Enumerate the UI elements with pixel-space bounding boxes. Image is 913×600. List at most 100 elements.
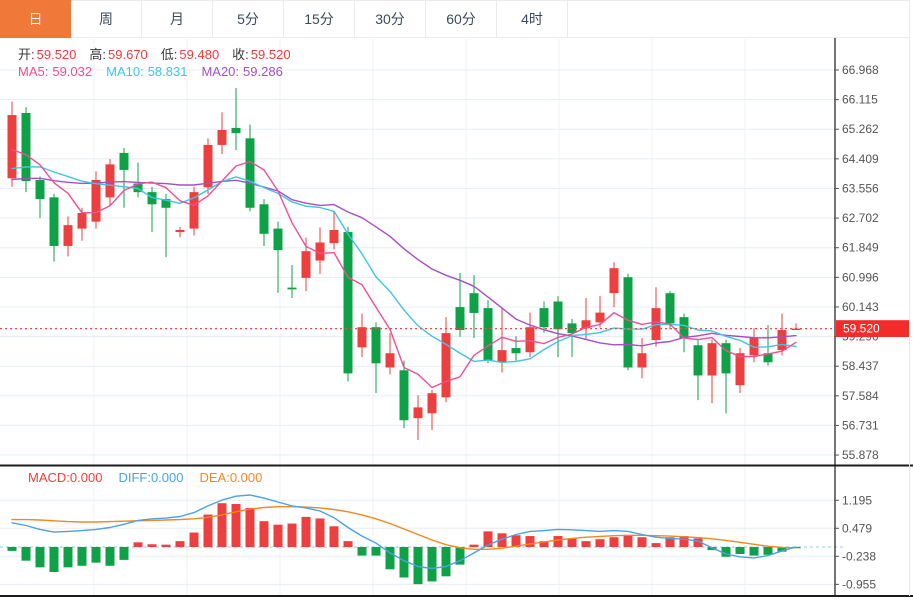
macd-bar-negative [735,547,745,555]
candle-body-up [105,164,115,198]
timeframe-tabbar: 日 周 月 5分 15分 30分 60分 4时 [0,0,913,38]
candle-body-down [231,127,241,134]
tab-15min[interactable]: 15分 [284,0,355,38]
macd-bar-positive [609,537,619,547]
candle-body-up [441,333,451,398]
candle-body-down [567,323,577,334]
candle-body-down [469,293,479,313]
candle-body-down [35,179,45,200]
macd-bar-positive [147,544,157,547]
macd-bar-positive [161,544,171,547]
price-axis-label: 57.584 [842,389,879,403]
dea-line [11,506,797,550]
macd-bar-positive [679,536,689,547]
macd-bar-positive [637,537,647,547]
ma10-line [11,166,797,364]
macd-bar-positive [511,535,521,547]
price-axis-label: 62.702 [842,211,879,225]
macd-bar-negative [413,547,423,585]
price-axis-label: 64.409 [842,152,879,166]
macd-bar-positive [231,503,241,547]
tab-30min[interactable]: 30分 [355,0,426,38]
candle-body-up [749,337,759,356]
candle-body-down [693,345,703,376]
candle-body-up [7,115,17,179]
macd-bar-positive [553,536,563,547]
candle-body-up [385,353,395,368]
candle-body-down [147,192,157,205]
tab-week[interactable]: 周 [71,0,142,38]
tab-month[interactable]: 月 [142,0,213,38]
candle-body-up [413,407,423,419]
candle-body-down [455,307,465,330]
tab-4hour[interactable]: 4时 [497,0,568,38]
macd-bar-negative [399,547,409,578]
macd-bar-positive [693,538,703,547]
macd-bar-negative [427,547,437,582]
macd-bar-negative [763,547,773,555]
tab-5min[interactable]: 5分 [213,0,284,38]
macd-axis-label: 0.479 [842,521,872,535]
candle-body-down [553,301,563,330]
candle-body-down [679,317,689,338]
macd-bar-negative [21,547,31,561]
candle-body-up [315,242,325,261]
candle-body-up [609,268,619,294]
candle-body-up [595,312,605,323]
candle-body-down [483,308,493,361]
macd-axis-label: -0.238 [842,549,876,563]
candle-body-up [497,350,507,363]
macd-bar-positive [203,514,213,547]
macd-bar-positive [497,533,507,547]
macd-bar-positive [301,516,311,547]
ma20-line [11,177,797,347]
macd-bar-positive [665,537,675,547]
candle-body-up [329,229,339,244]
macd-bar-negative [35,547,45,568]
candle-body-down [161,199,171,208]
macd-bar-positive [539,541,549,547]
candle-body-down [49,197,59,246]
tab-day[interactable]: 日 [0,0,71,38]
macd-bar-negative [777,547,787,552]
candle-body-up [301,251,311,278]
macd-bar-negative [749,547,759,556]
candle-body-up [581,320,591,329]
macd-bar-negative [119,547,129,560]
candle-body-down [371,327,381,364]
candle-body-up [63,225,73,246]
price-axis-label: 63.556 [842,181,879,195]
macd-bar-positive [175,541,185,547]
macd-bar-positive [567,538,577,547]
candle-body-down [245,138,255,208]
candle-body-down [511,348,521,354]
macd-bar-positive [483,531,493,547]
macd-bar-negative [721,547,731,557]
diff-line [11,494,797,570]
macd-bar-negative [371,547,381,556]
current-price-badge [836,320,909,337]
macd-bar-negative [49,547,59,573]
candle-body-up [791,328,801,330]
price-axis-label: 58.437 [842,359,879,373]
macd-bar-positive [329,526,339,547]
candle-body-down [763,353,773,363]
candle-body-down [273,228,283,251]
candle-body-up [217,129,227,145]
macd-bar-negative [91,547,101,563]
price-axis-label: 60.996 [842,270,879,284]
macd-axis-label: -0.955 [842,577,876,591]
price-axis-label: 56.731 [842,418,879,432]
tab-60min[interactable]: 60分 [426,0,497,38]
candle-body-down [539,308,549,328]
price-axis-label: 66.115 [842,93,878,107]
price-axis-label: 55.878 [842,448,879,462]
macd-bar-positive [245,507,255,547]
macd-bar-negative [7,547,17,551]
candle-body-up [357,327,367,348]
price-axis-label: 65.262 [842,122,879,136]
candle-body-up [189,192,199,229]
candle-body-down [21,112,31,182]
candle-body-down [343,232,353,374]
